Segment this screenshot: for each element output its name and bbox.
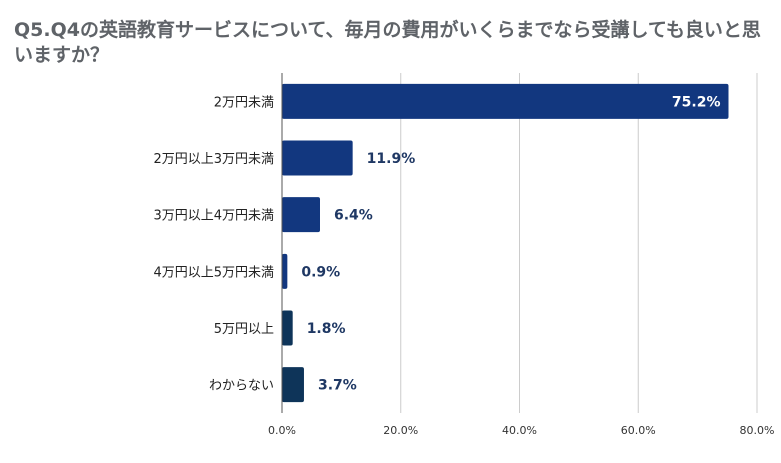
bar [282, 140, 353, 176]
chart-title: Q5.Q4の英語教育サービスについて、毎月の費用がいくらまでなら受講しても良いと… [14, 19, 761, 66]
category-label: 2万円未満 [214, 95, 274, 110]
category-label: 4万円以上5万円未満 [153, 265, 274, 280]
bar [282, 197, 320, 233]
bar [282, 83, 729, 119]
category-label: わからない [209, 379, 274, 394]
data-label: 6.4% [334, 208, 373, 224]
data-label: 75.2% [672, 94, 721, 110]
data-label: 0.9% [301, 264, 340, 280]
category-label: 2万円以上3万円未満 [153, 152, 274, 167]
data-label: 3.7% [318, 378, 357, 394]
bar [282, 367, 304, 403]
category-label: 5万円以上 [214, 322, 274, 337]
data-label: 1.8% [307, 321, 346, 337]
x-tick-label: 20.0% [383, 424, 418, 437]
x-tick-label: 60.0% [621, 424, 656, 437]
bar [282, 253, 288, 289]
category-label: 3万円以上4万円未満 [153, 209, 274, 224]
x-tick-label: 0.0% [268, 424, 296, 437]
x-tick-label: 40.0% [502, 424, 537, 437]
x-tick-label: 80.0% [740, 424, 775, 437]
bar [282, 310, 293, 346]
data-label: 11.9% [367, 151, 416, 167]
